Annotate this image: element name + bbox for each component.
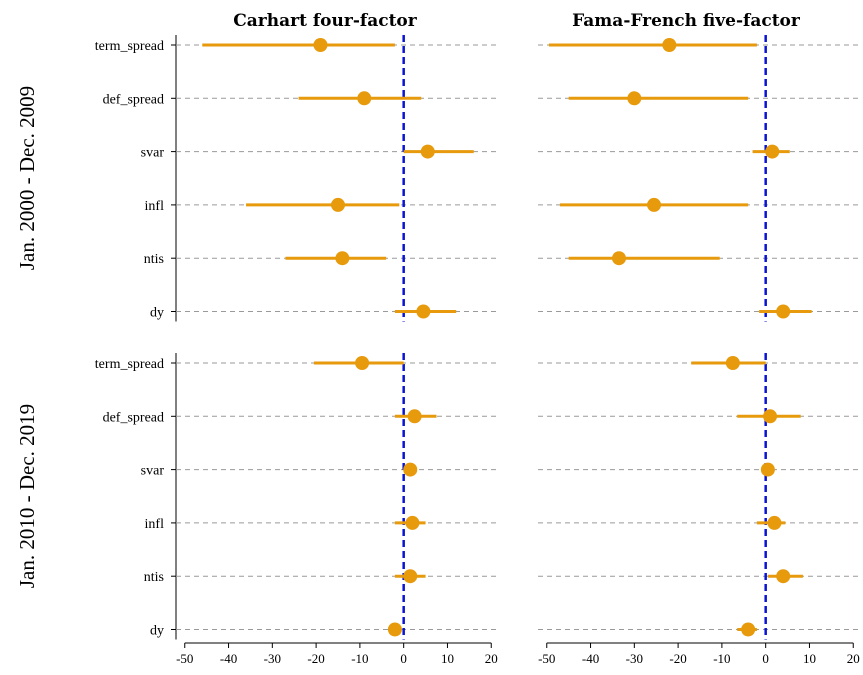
- point-estimate-dy: [387, 622, 402, 637]
- x-tick-label: -20: [307, 651, 324, 666]
- panel-row1-col0: [176, 353, 500, 640]
- point-estimate-def-spread: [407, 409, 422, 424]
- x-axis-col-0: -50 -40 -30 -20 -10 0 10 20: [176, 642, 498, 666]
- point-estimate-def-spread: [357, 91, 372, 106]
- point-estimate-infl: [647, 197, 662, 212]
- x-tick-label: 0: [400, 651, 407, 666]
- x-axis-col-1: -50 -40 -30 -20 -10 0 10 20: [538, 642, 860, 666]
- point-estimate-ntis: [403, 569, 418, 584]
- x-axis-layer: -50 -40 -30 -20 -10 0 10 20 -50 -40 -30 -20 -10 0 10 20: [176, 642, 860, 666]
- column-title-fama-french: Fama-French five-factor: [572, 11, 801, 31]
- point-estimate-infl: [405, 515, 420, 530]
- x-tick-label: -40: [220, 651, 237, 666]
- panel-row0-col1: [538, 35, 862, 322]
- x-tick-label: -30: [264, 651, 281, 666]
- panels-layer: term_spreaddef_spreadsvarinflntisdyterm_…: [95, 35, 862, 640]
- category-label-def-spread: def_spread: [103, 92, 164, 107]
- point-estimate-term-spread: [355, 356, 370, 370]
- point-estimate-svar: [420, 144, 435, 159]
- point-estimate-term-spread: [313, 38, 328, 52]
- category-label-svar: svar: [141, 464, 165, 479]
- x-tick-label: -10: [351, 651, 368, 666]
- category-label-infl: infl: [145, 517, 165, 532]
- x-tick-label: 20: [485, 651, 498, 666]
- point-estimate-svar: [403, 462, 418, 477]
- point-estimate-ntis: [612, 251, 626, 266]
- category-label-term-spread: term_spread: [95, 357, 164, 372]
- titles-layer: Carhart four-factor Fama-French five-fac…: [15, 11, 801, 588]
- x-tick-label: -10: [713, 651, 730, 666]
- point-estimate-dy: [416, 304, 431, 319]
- category-label-dy: dy: [150, 306, 164, 321]
- row-title-2000-2009: Jan. 2000 - Dec. 2009: [15, 86, 39, 270]
- category-label-ntis: ntis: [144, 252, 164, 267]
- point-estimate-dy: [776, 304, 791, 319]
- x-tick-label: -50: [538, 651, 555, 666]
- point-estimate-term-spread: [662, 38, 677, 52]
- category-label-dy: dy: [150, 624, 164, 639]
- point-estimate-ntis: [776, 569, 791, 584]
- x-tick-label: 20: [847, 651, 860, 666]
- point-estimate-svar: [765, 144, 780, 159]
- category-label-ntis: ntis: [144, 570, 164, 585]
- panel-row0-col0: [176, 35, 500, 322]
- point-estimate-def-spread: [627, 91, 642, 106]
- x-tick-label: -30: [626, 651, 643, 666]
- point-estimate-dy: [741, 622, 756, 637]
- x-tick-label: -50: [176, 651, 193, 666]
- x-tick-label: 10: [803, 651, 816, 666]
- panel-row1-col1: [538, 353, 862, 640]
- x-tick-label: -20: [669, 651, 686, 666]
- row-title-2010-2019: Jan. 2010 - Dec. 2019: [15, 404, 39, 588]
- column-title-carhart: Carhart four-factor: [233, 11, 417, 31]
- category-label-infl: infl: [145, 199, 165, 214]
- point-estimate-svar: [760, 462, 775, 477]
- x-tick-label: 0: [762, 651, 769, 666]
- point-estimate-infl: [331, 197, 345, 212]
- category-label-svar: svar: [141, 146, 165, 161]
- point-estimate-def-spread: [763, 409, 778, 424]
- category-label-term-spread: term_spread: [95, 39, 164, 54]
- point-estimate-infl: [767, 515, 782, 530]
- x-tick-label: 10: [441, 651, 454, 666]
- point-estimate-term-spread: [725, 356, 740, 370]
- x-tick-label: -40: [582, 651, 599, 666]
- category-label-def-spread: def_spread: [103, 410, 164, 425]
- point-estimate-ntis: [335, 251, 350, 266]
